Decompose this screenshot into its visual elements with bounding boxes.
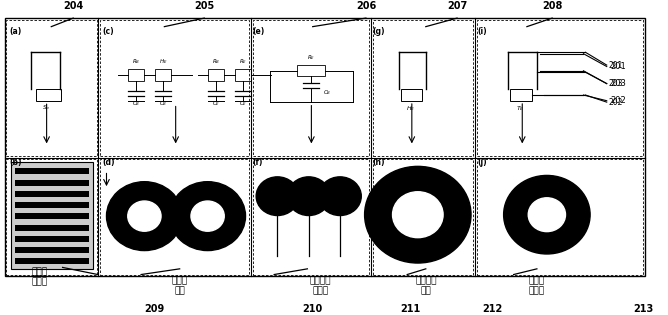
Text: 210: 210 <box>303 305 323 314</box>
Text: 203: 203 <box>609 79 623 88</box>
Text: 206: 206 <box>356 1 376 11</box>
Text: 209: 209 <box>144 305 164 314</box>
Text: (g): (g) <box>373 27 385 36</box>
FancyBboxPatch shape <box>15 202 90 208</box>
Text: (e): (e) <box>253 27 265 36</box>
Text: $H_E$: $H_E$ <box>159 57 167 66</box>
FancyBboxPatch shape <box>15 169 90 175</box>
Ellipse shape <box>365 166 471 263</box>
Text: 201: 201 <box>609 60 623 70</box>
Ellipse shape <box>528 198 566 232</box>
Text: (c): (c) <box>102 27 114 36</box>
Ellipse shape <box>319 177 361 215</box>
Ellipse shape <box>170 182 246 250</box>
Text: (a): (a) <box>9 27 21 36</box>
Text: (d): (d) <box>102 158 115 167</box>
Text: $C_B$: $C_B$ <box>132 99 140 108</box>
FancyBboxPatch shape <box>15 225 90 231</box>
Text: $R_B$: $R_B$ <box>212 57 220 66</box>
Ellipse shape <box>393 192 443 238</box>
Text: $H_E$: $H_E$ <box>405 104 415 113</box>
Text: 208: 208 <box>542 1 562 11</box>
Text: 203: 203 <box>610 79 626 88</box>
FancyBboxPatch shape <box>15 236 90 242</box>
Text: 212: 212 <box>482 305 502 314</box>
Text: $C_B$: $C_B$ <box>323 89 331 97</box>
Text: $T_E$: $T_E$ <box>516 104 524 113</box>
Text: $C_E$: $C_E$ <box>238 99 247 108</box>
Text: 应变感
知模块: 应变感 知模块 <box>32 267 48 287</box>
Text: 电触觉
模块: 电触觉 模块 <box>172 276 188 295</box>
Text: (i): (i) <box>477 27 487 36</box>
Text: 205: 205 <box>194 1 214 11</box>
Ellipse shape <box>106 182 182 250</box>
FancyBboxPatch shape <box>15 191 90 197</box>
Text: 207: 207 <box>447 1 467 11</box>
Text: (f): (f) <box>253 158 263 167</box>
Text: 201: 201 <box>610 62 626 71</box>
Text: 213: 213 <box>633 305 653 314</box>
Text: 202: 202 <box>610 96 626 105</box>
Text: $S_p$: $S_p$ <box>42 104 51 114</box>
Ellipse shape <box>256 177 299 215</box>
Text: 211: 211 <box>400 305 421 314</box>
Ellipse shape <box>504 175 590 254</box>
FancyBboxPatch shape <box>11 162 93 269</box>
Ellipse shape <box>287 177 330 215</box>
Ellipse shape <box>128 201 161 231</box>
Text: $R_E$: $R_E$ <box>307 53 315 62</box>
FancyBboxPatch shape <box>15 214 90 219</box>
Ellipse shape <box>191 201 224 231</box>
FancyBboxPatch shape <box>15 180 90 186</box>
Text: (h): (h) <box>373 158 385 167</box>
Text: 204: 204 <box>63 1 84 11</box>
Text: (b): (b) <box>9 158 22 167</box>
Text: $R_B$: $R_B$ <box>132 57 140 66</box>
Text: $R_E$: $R_E$ <box>238 57 247 66</box>
Text: $C_E$: $C_E$ <box>212 99 220 108</box>
Text: (j): (j) <box>477 158 487 167</box>
FancyBboxPatch shape <box>15 247 90 253</box>
Text: 202: 202 <box>609 98 623 107</box>
Text: 温度感
知模块: 温度感 知模块 <box>529 276 545 295</box>
Text: 加热刺激
模块: 加热刺激 模块 <box>415 276 437 295</box>
Text: 电生理感
知模块: 电生理感 知模块 <box>310 276 331 295</box>
FancyBboxPatch shape <box>15 258 90 264</box>
Text: $C_B$: $C_B$ <box>159 99 167 108</box>
